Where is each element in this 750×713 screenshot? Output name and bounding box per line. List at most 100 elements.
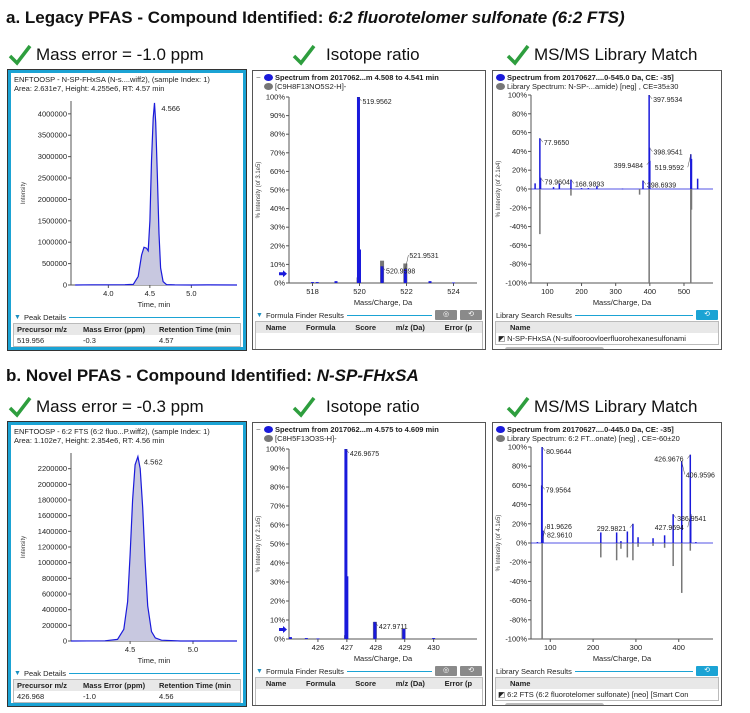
- col-header[interactable]: Retention Time (min: [159, 325, 231, 334]
- search-button[interactable]: ⟲: [460, 310, 482, 320]
- collapse-icon[interactable]: −: [256, 425, 261, 434]
- collapse-triangle-icon[interactable]: ▼: [14, 669, 21, 677]
- library-peak: [541, 543, 543, 639]
- col-header[interactable]: Formula: [305, 323, 336, 332]
- chromatogram-trace: [70, 454, 237, 642]
- table-row[interactable]: ◩ 6:2 FTS (6:2 fluorotelomer sulfonate) […: [496, 689, 718, 700]
- divider: [69, 672, 240, 674]
- y-tick-label: 20%: [270, 241, 285, 250]
- peak-apex-label: 4.566: [161, 104, 180, 113]
- col-header[interactable]: Score: [355, 679, 377, 688]
- compound-name: 6:2 fluorotelomer sulfonate (6:2 FTS): [328, 8, 625, 27]
- formula-finder-bar[interactable]: ▼ Formula Finder Results ◎ ⟲: [253, 309, 485, 321]
- search-button[interactable]: ⟲: [696, 310, 718, 320]
- scroll-thumb[interactable]: [23, 349, 124, 350]
- col-header[interactable]: Formula: [305, 679, 336, 688]
- library-search-bar[interactable]: Library Search Results ⟲: [493, 665, 721, 677]
- col-header[interactable]: Mass Error (ppm): [83, 681, 146, 690]
- experimental-peak: [542, 530, 544, 543]
- col-header[interactable]: Name: [265, 679, 287, 688]
- check-label: Isotope ratio: [326, 397, 420, 416]
- y-tick-label: 1400000: [38, 527, 67, 536]
- col-header[interactable]: Name: [510, 679, 531, 688]
- col-header[interactable]: Name: [510, 323, 531, 332]
- scroll-thumb[interactable]: [505, 703, 604, 705]
- search-button[interactable]: ⟲: [696, 666, 718, 676]
- scroll-thumb[interactable]: [23, 705, 124, 706]
- settings-button[interactable]: ◎: [435, 310, 457, 320]
- isotope-panel-b[interactable]: − Spectrum from 2017062...m 4.575 to 4.60…: [252, 422, 486, 706]
- col-header[interactable]: m/z (Da): [395, 679, 425, 688]
- col-header[interactable]: Error (p: [444, 679, 473, 688]
- xic-panel-a[interactable]: ENFTOOSP - N-SP-FHxSA (N-s....wiff2), (s…: [7, 69, 247, 351]
- col-header[interactable]: Mass Error (ppm): [83, 325, 146, 334]
- y-tick-label: 0: [63, 281, 67, 290]
- y-tick-label: -60%: [509, 241, 527, 250]
- formula-label: [C8H5F13O3S-H]-: [275, 434, 337, 443]
- table-row[interactable]: ◩ N-SP-FHxSA (N-sulfooroovloerfluorohexan…: [496, 333, 718, 344]
- library-search-bar[interactable]: Library Search Results ⟲: [493, 309, 721, 321]
- peak-details-bar[interactable]: ▼ Peak Details: [11, 311, 243, 323]
- check-label: Isotope ratio: [326, 45, 420, 64]
- col-header[interactable]: Retention Time (min: [159, 681, 231, 690]
- peak-details-bar[interactable]: ▼ Peak Details: [11, 667, 243, 679]
- y-tick-label: 20%: [270, 597, 285, 606]
- checkmark-icon: [506, 396, 530, 418]
- experimental-peak: [288, 637, 292, 639]
- checkmark-icon: [8, 396, 32, 418]
- experimental-peak: [626, 531, 629, 543]
- library-peak: [690, 189, 692, 283]
- scroll-thumb[interactable]: [505, 347, 604, 349]
- col-header[interactable]: Error (p: [444, 323, 473, 332]
- table-row[interactable]: 426.968 -1.0 4.56: [14, 691, 240, 702]
- horizontal-scrollbar[interactable]: [15, 348, 239, 350]
- peak-mz-label: 168.9893: [575, 182, 604, 189]
- isotope-panel-a[interactable]: − Spectrum from 2017062...m 4.508 to 4.54…: [252, 70, 486, 350]
- formula-finder-bar[interactable]: ▼ Formula Finder Results ◎ ⟲: [253, 665, 485, 677]
- search-button[interactable]: ⟲: [460, 666, 482, 676]
- y-tick-label: 1000000: [38, 558, 67, 567]
- x-tick-label: 520: [353, 287, 366, 296]
- label-leader-line: [570, 179, 575, 184]
- experimental-peak: [452, 282, 455, 284]
- peak-apex-label: 4.562: [144, 458, 163, 467]
- collapse-triangle-icon[interactable]: ▼: [14, 313, 21, 321]
- library-peak: [690, 189, 693, 210]
- settings-button[interactable]: ◎: [435, 666, 457, 676]
- msms-panel-a[interactable]: Spectrum from 20170627....0-545.0 Da, CE…: [492, 70, 722, 350]
- x-tick-label: 4.5: [145, 289, 155, 298]
- checkmark-icon: [8, 44, 32, 66]
- experimental-legend-dot: [496, 74, 505, 81]
- checkmark-icon: [292, 396, 316, 418]
- collapse-triangle-icon[interactable]: ▼: [256, 311, 263, 319]
- label-leader-line: [642, 180, 647, 185]
- collapse-icon[interactable]: −: [256, 73, 261, 82]
- y-tick-label: 10%: [270, 616, 285, 625]
- library-legend-dot: [496, 435, 505, 442]
- structure-icon: ◩: [498, 690, 506, 699]
- horizontal-scrollbar[interactable]: [15, 704, 239, 706]
- experimental-peak: [648, 95, 650, 189]
- label-leader-line: [539, 138, 544, 143]
- precursor-arrow-icon: [279, 626, 287, 633]
- isotope-chart: 0% 10% 20% 30% 40% 50% 60% 70% 80% 90% 100% 518 520 5…: [256, 93, 477, 307]
- col-header[interactable]: Name: [265, 323, 287, 332]
- horizontal-scrollbar[interactable]: [497, 702, 717, 705]
- y-tick-label: -100%: [505, 279, 527, 288]
- horizontal-scrollbar[interactable]: [497, 346, 717, 349]
- xic-panel-b[interactable]: ENFTOOSP - 6:2 FTS (6:2 fluo...P.wiff2),…: [7, 421, 247, 707]
- structure-icon: ◩: [498, 334, 506, 343]
- col-header[interactable]: Precursor m/z: [17, 681, 68, 690]
- x-tick-label: 400: [672, 643, 685, 652]
- col-header[interactable]: m/z (Da): [395, 323, 425, 332]
- msms-panel-b[interactable]: Spectrum from 20170627....0-445.0 Da, CE…: [492, 422, 722, 706]
- col-header[interactable]: Score: [355, 323, 377, 332]
- col-header[interactable]: Precursor m/z: [17, 325, 68, 334]
- library-peak: [615, 543, 618, 561]
- label-leader-line: [374, 621, 379, 627]
- experimental-peak: [428, 281, 432, 283]
- table-row[interactable]: 519.956 -0.3 4.57: [14, 335, 240, 346]
- experimental-peak: [534, 183, 536, 189]
- collapse-triangle-icon[interactable]: ▼: [256, 667, 263, 675]
- formula-finder-table: Name Formula Score m/z (Da) Error (p: [255, 677, 483, 705]
